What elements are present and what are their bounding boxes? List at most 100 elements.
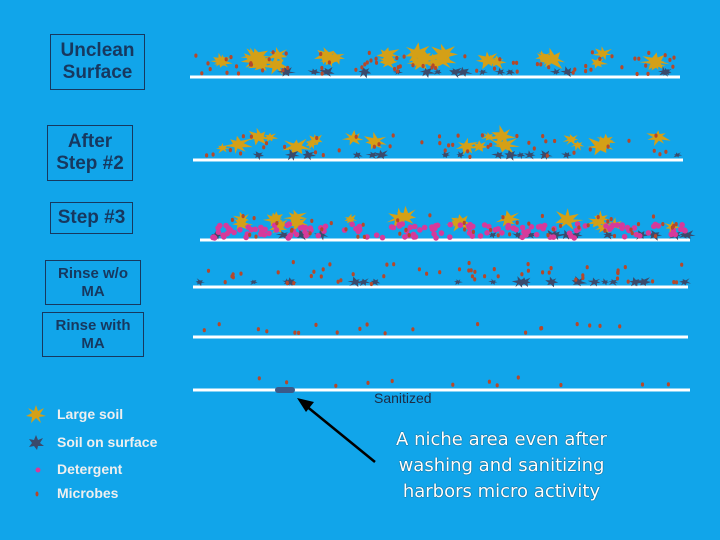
microbe-particle [651, 279, 655, 284]
large-soil-particle [282, 138, 312, 155]
microbe-particle [334, 383, 338, 388]
detergent-particle [631, 225, 638, 231]
microbe-particle [572, 150, 576, 155]
large-soil-particle [305, 140, 319, 150]
surface-soil-particle [523, 150, 536, 160]
detergent-particle [679, 222, 685, 228]
microbe-particle [336, 279, 340, 284]
microbe-particle [200, 71, 204, 76]
detergent-particle [210, 234, 217, 240]
microbe-particle [590, 50, 595, 55]
microbe-particle [369, 58, 373, 63]
surface-soil-particle [352, 151, 363, 160]
surface-soil-particle [494, 67, 506, 76]
surface-soil-particle [504, 150, 519, 161]
microbe-particle [549, 266, 553, 271]
surface-soil-particle [549, 68, 561, 75]
microbe-particle [374, 56, 378, 61]
surface-soil-particle [635, 277, 652, 286]
microbe-particle [438, 270, 442, 275]
microbe-particle [358, 326, 362, 331]
microbe-particle [545, 153, 550, 158]
microbe-particle [637, 56, 641, 61]
stage-label: After Step #2 [56, 131, 124, 174]
microbe-particle [486, 144, 490, 149]
microbe-particle [674, 280, 679, 285]
surface-soil-particle [275, 231, 290, 240]
detergent-particle [266, 230, 272, 237]
large-soil-particle [344, 213, 358, 225]
detergent-particle [433, 235, 439, 241]
large-soil-particle [395, 205, 417, 225]
microbe-particle [337, 148, 341, 153]
microbe-particle [313, 150, 318, 155]
microbe-particle [457, 267, 462, 272]
microbe-particle [462, 220, 466, 225]
microbe-particle [351, 272, 355, 277]
microbe-particle [205, 153, 209, 158]
large-soil-particle [538, 47, 566, 69]
callout-line: washing and sanitizing [398, 455, 605, 477]
surface-soil-particle [373, 149, 389, 160]
large-soil-particle [270, 211, 283, 222]
microbe-particle [206, 268, 211, 273]
detergent-particle [457, 222, 464, 228]
detergent-particle [682, 227, 688, 234]
microbe-particle [496, 274, 500, 279]
microbe-particle [264, 141, 269, 146]
microbe-particle [646, 71, 650, 76]
microbe-particle [680, 262, 684, 267]
large-soil-particle [305, 134, 323, 147]
surface-soil-particle [307, 68, 321, 76]
microbe-particle [385, 262, 389, 267]
microbe-particle [647, 50, 651, 56]
detergent-particle [610, 222, 616, 229]
microbe-particle [652, 148, 656, 153]
microbe-particle [320, 71, 324, 76]
microbe-particle [360, 65, 364, 70]
surface-soil-particle [569, 231, 583, 239]
stage-label: Rinse w/o MA [57, 265, 128, 300]
detergent-particle [388, 224, 395, 230]
surface-soil-particle [358, 66, 372, 79]
microbe-particle [672, 223, 676, 228]
microbe-particle [217, 322, 221, 327]
microbe-particle [574, 277, 578, 282]
detergent-particle [652, 221, 659, 228]
surface-soil-particle [454, 279, 463, 285]
microbe-particle [495, 383, 499, 388]
detergent-particle [603, 223, 609, 229]
sanitized-label: Sanitized [374, 390, 432, 406]
stage-box-rinse-with-ma: Rinse with MA [42, 312, 144, 357]
microbe-particle [571, 70, 575, 75]
microbe-particle [588, 147, 592, 152]
large-soil-particle [592, 210, 611, 227]
detergent-particle [379, 234, 386, 241]
microbe-particle [539, 62, 543, 67]
microbe-particle [392, 262, 396, 267]
legend-label: Detergent [57, 461, 123, 477]
microbe-particle [398, 231, 402, 236]
detergent-particle [349, 221, 355, 228]
detergent-particle [220, 232, 226, 238]
microbe-particle [404, 227, 408, 232]
detergent-particle [505, 222, 512, 229]
microbe-particle [489, 227, 493, 233]
detergent-particle [315, 232, 322, 239]
microbe-particle [265, 329, 269, 334]
large-soil-particle [570, 141, 585, 151]
detergent-particle [636, 233, 643, 239]
detergent-particle [528, 224, 535, 230]
microbe-particle [532, 146, 536, 151]
microbe-particle [466, 149, 470, 154]
detergent-particle [668, 231, 674, 238]
microbe-particle [663, 53, 667, 58]
microbe-particle [257, 376, 261, 381]
microbe-particle [612, 233, 617, 239]
microbe-particle [475, 68, 479, 73]
surface-soil-particle [441, 150, 451, 158]
microbe-particle [271, 50, 275, 55]
microbe-particle [365, 322, 369, 327]
microbe-particle [546, 233, 550, 238]
microbe-particle [396, 65, 400, 70]
